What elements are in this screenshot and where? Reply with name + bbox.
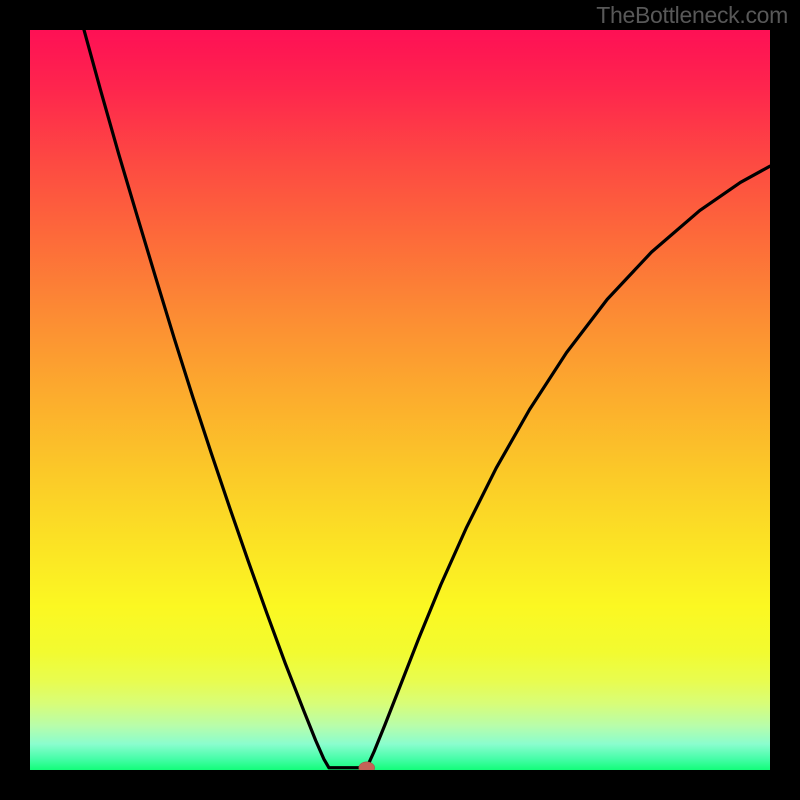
minimum-marker	[359, 762, 375, 770]
watermark-text: TheBottleneck.com	[596, 2, 788, 29]
plot-area	[30, 30, 770, 770]
curve-layer	[30, 30, 770, 770]
bottleneck-curve	[84, 30, 770, 768]
